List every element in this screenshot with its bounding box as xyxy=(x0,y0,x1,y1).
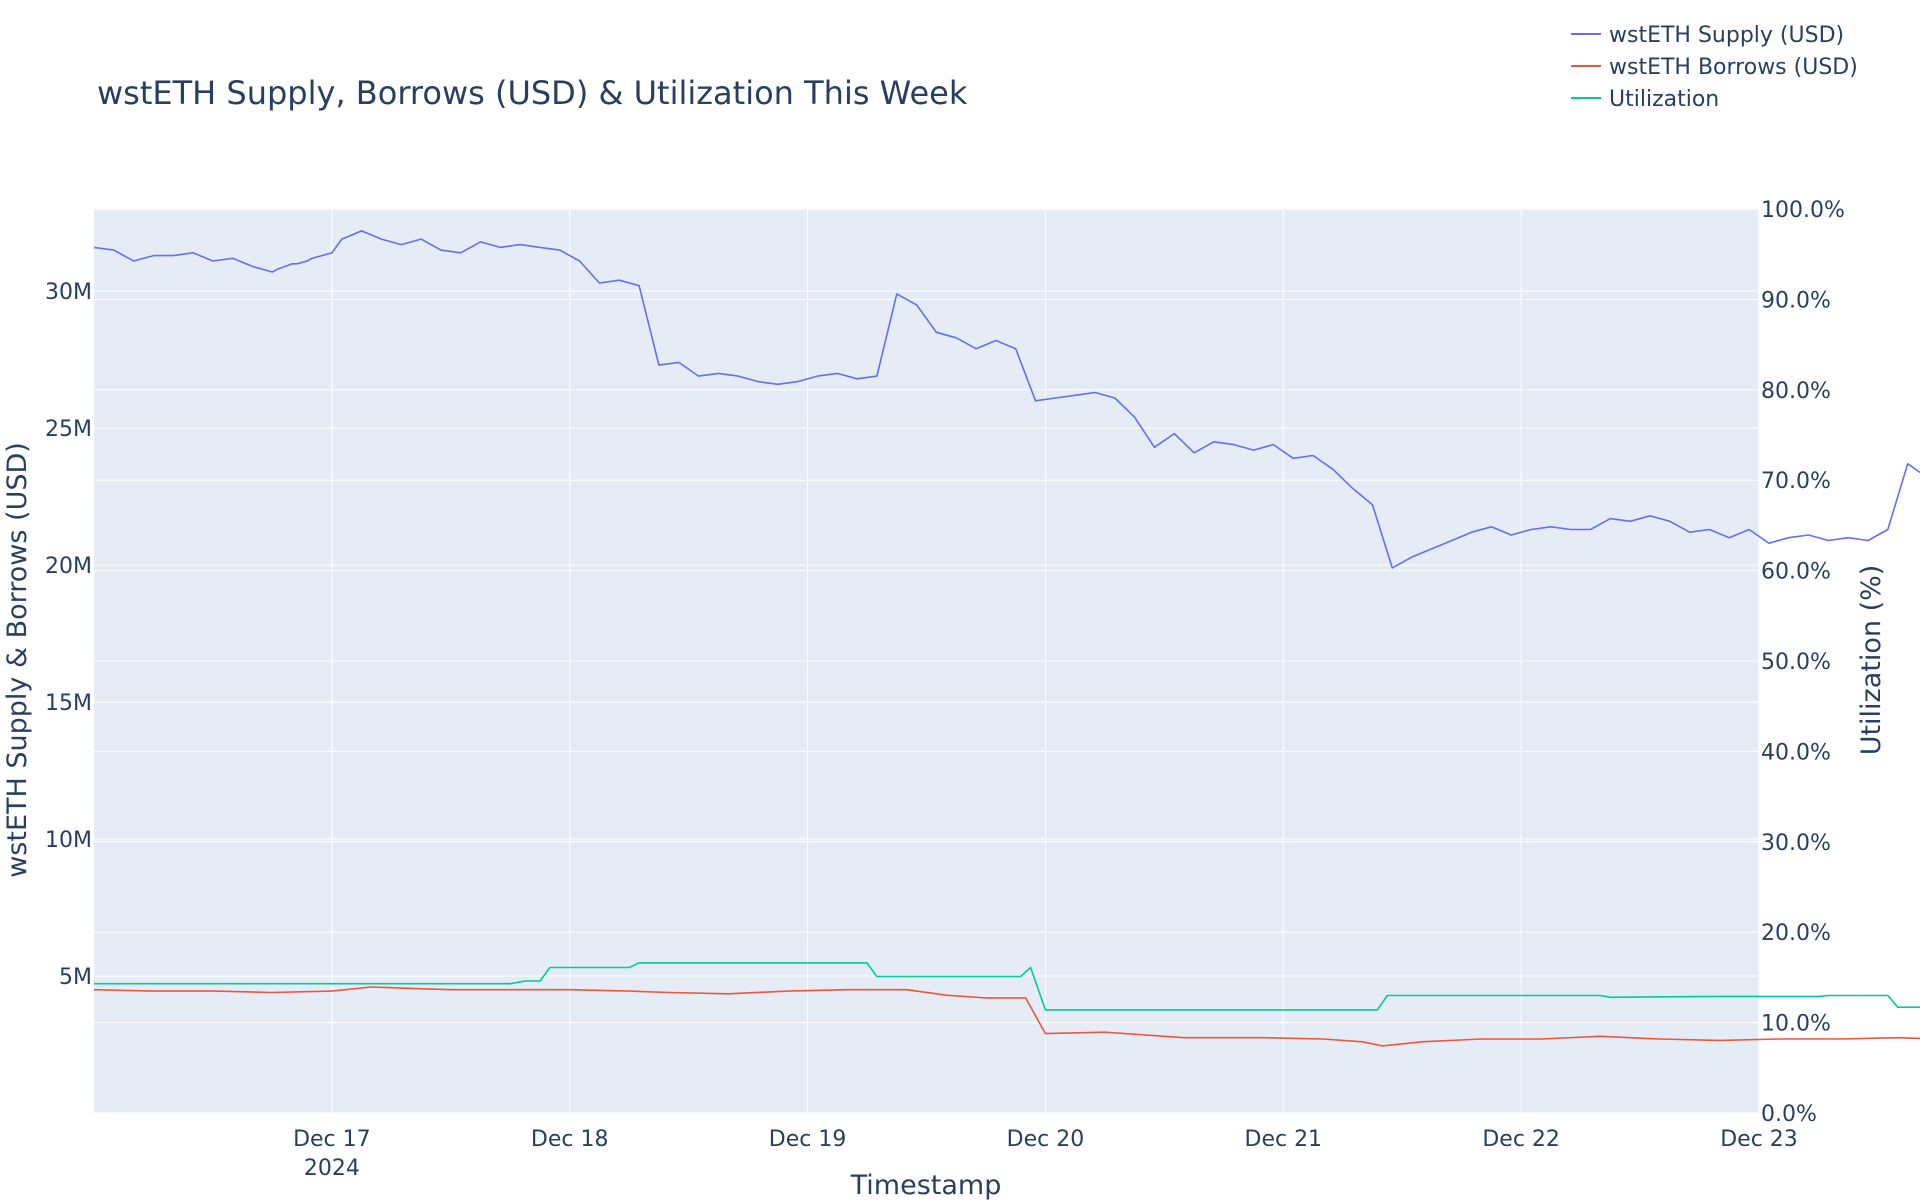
x-tick-sublabel: 2024 xyxy=(304,1156,360,1181)
y2-tick-label: 70.0% xyxy=(1761,469,1831,494)
series-line-utilization xyxy=(94,962,1920,1011)
legend-item-utilization[interactable]: Utilization xyxy=(1571,87,1719,112)
x-tick-label: Dec 18 xyxy=(531,1127,609,1152)
y-tick-label: 25M xyxy=(45,417,92,442)
x-tick-label: Dec 19 xyxy=(769,1127,847,1152)
series-layer xyxy=(93,230,1920,1047)
series-line-borrows xyxy=(93,986,1920,1047)
y2-tick-label: 0.0% xyxy=(1761,1102,1817,1127)
x-tick-label: Dec 21 xyxy=(1245,1127,1323,1152)
y2-tick-label: 20.0% xyxy=(1761,921,1831,946)
x-tick-label: Dec 23 xyxy=(1720,1127,1798,1152)
y-tick-label: 20M xyxy=(45,554,92,579)
series-line-supply xyxy=(93,230,1920,569)
x-tick-label: Dec 17 xyxy=(293,1127,371,1152)
y2-tick-label: 10.0% xyxy=(1761,1012,1831,1037)
x-tick-label: Dec 22 xyxy=(1482,1127,1560,1152)
legend-item-supply[interactable]: wstETH Supply (USD) xyxy=(1571,23,1844,48)
y2-tick-label: 40.0% xyxy=(1761,740,1831,765)
y-tick-label: 10M xyxy=(45,828,92,853)
y2-tick-label: 60.0% xyxy=(1761,560,1831,585)
y-axis-title: wstETH Supply & Borrows (USD) xyxy=(2,442,33,878)
y2-tick-label: 80.0% xyxy=(1761,379,1831,404)
legend-item-borrows[interactable]: wstETH Borrows (USD) xyxy=(1571,55,1858,80)
y-tick-label: 5M xyxy=(59,965,92,990)
x-axis-ticks: Dec 17 2024 Dec 18 Dec 19 Dec 20 Dec 21 Dec 22… xyxy=(293,1127,1798,1181)
y2-tick-label: 30.0% xyxy=(1761,831,1831,856)
legend-label-borrows: wstETH Borrows (USD) xyxy=(1609,55,1858,80)
x-tick-label: Dec 20 xyxy=(1007,1127,1085,1152)
y2-tick-label: 100.0% xyxy=(1761,198,1845,223)
y2-axis-title: Utilization (%) xyxy=(1856,565,1887,756)
y-tick-label: 30M xyxy=(45,280,92,305)
x-axis-title: Timestamp xyxy=(850,1170,1002,1200)
y2-axis-ticks: 0.0% 10.0% 20.0% 30.0% 40.0% 50.0% 60.0% 70.0% 8… xyxy=(1761,198,1845,1127)
y2-tick-label: 50.0% xyxy=(1761,650,1831,675)
chart-title: wstETH Supply, Borrows (USD) & Utilizati… xyxy=(97,74,968,112)
y2-tick-label: 90.0% xyxy=(1761,288,1831,313)
y-tick-label: 15M xyxy=(45,691,92,716)
legend: wstETH Supply (USD) wstETH Borrows (USD)… xyxy=(1571,23,1858,112)
legend-label-supply: wstETH Supply (USD) xyxy=(1609,23,1844,48)
legend-label-utilization: Utilization xyxy=(1609,87,1719,112)
y-axis-ticks: 5M 10M 15M 20M 25M 30M xyxy=(45,280,92,990)
